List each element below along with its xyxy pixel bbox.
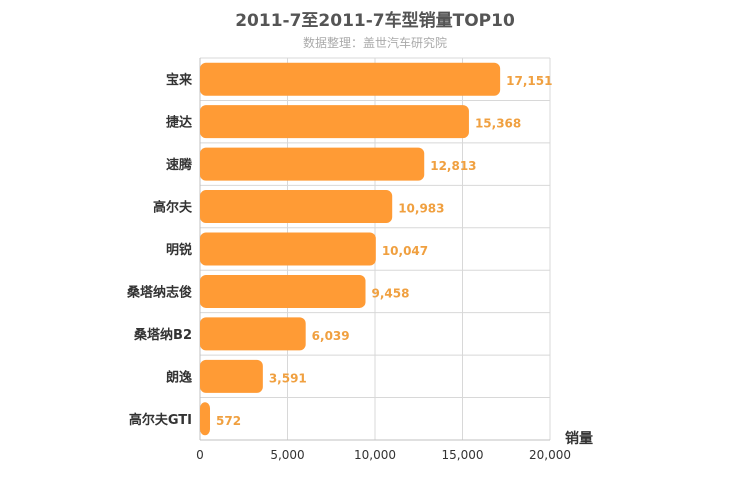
bar [200, 402, 211, 436]
x-axis-title: 销量 [565, 430, 593, 447]
category-label: 朗逸 [166, 369, 192, 385]
bar [200, 317, 306, 351]
category-label: 捷达 [166, 115, 192, 131]
category-label: 高尔夫 [153, 200, 193, 216]
bar [200, 359, 263, 393]
x-tick-label: 10,000 [354, 448, 396, 462]
category-label: 高尔夫GTI [129, 412, 192, 428]
bar [200, 232, 376, 266]
x-tick-label: 15,000 [442, 448, 484, 462]
category-label: 桑塔纳志俊 [126, 284, 192, 300]
value-label: 3,591 [269, 371, 307, 385]
bar [200, 274, 366, 308]
chart-title: 2011-7至2011-7车型销量TOP10 [235, 11, 515, 31]
value-label: 15,368 [475, 117, 521, 131]
value-label: 12,813 [430, 159, 476, 173]
chart-subtitle: 数据整理：盖世汽车研究院 [302, 36, 447, 50]
category-label: 明锐 [166, 242, 192, 258]
value-label: 9,458 [372, 286, 410, 300]
category-label: 宝来 [166, 72, 193, 88]
bar [200, 147, 425, 181]
value-label: 17,151 [506, 74, 552, 88]
value-label: 10,983 [398, 202, 444, 216]
x-tick-label: 20,000 [529, 448, 571, 462]
x-tick-label: 5,000 [270, 448, 304, 462]
value-label: 6,039 [312, 329, 350, 343]
bar [200, 105, 469, 139]
bar [200, 190, 393, 224]
category-label: 桑塔纳B2 [133, 327, 192, 343]
bar [200, 62, 501, 96]
value-label: 10,047 [382, 244, 428, 258]
value-label: 572 [216, 414, 241, 428]
category-label: 速腾 [166, 157, 193, 173]
x-tick-label: 0 [196, 448, 204, 462]
